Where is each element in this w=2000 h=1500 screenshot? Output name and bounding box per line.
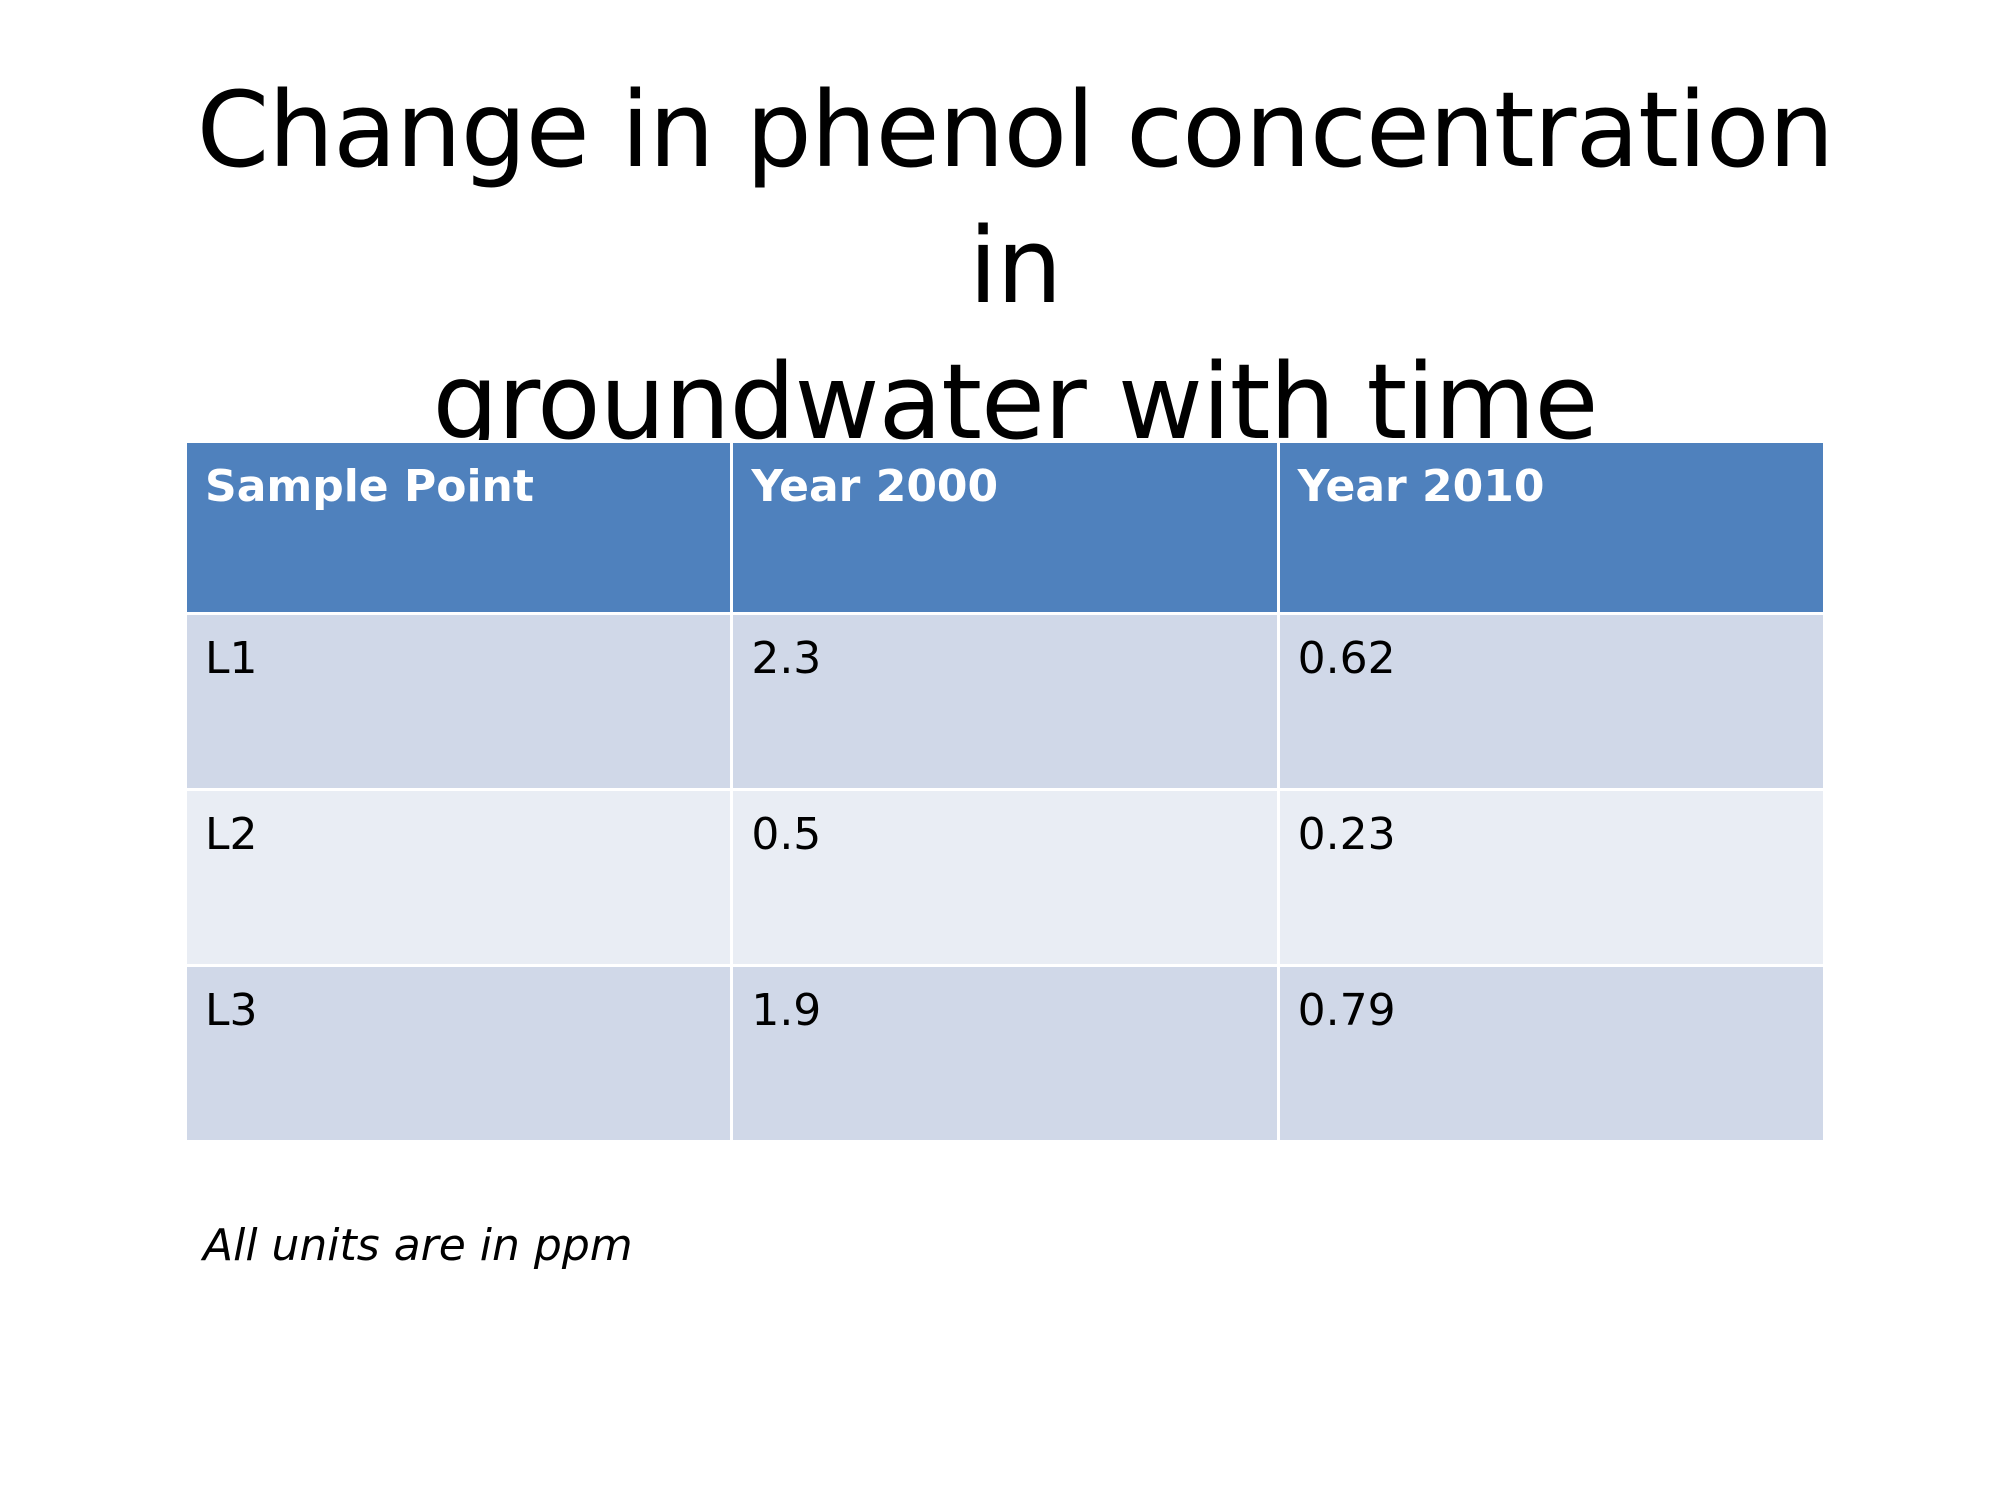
header-sample-point: Sample Point xyxy=(183,440,734,615)
title-line-1: Change in phenol concentration in xyxy=(196,69,1835,327)
cell-sample-point: L1 xyxy=(183,612,734,791)
table-row: L3 1.9 0.79 xyxy=(183,964,1827,1143)
slide-title: Change in phenol concentration in ground… xyxy=(150,62,1880,470)
table-header-row: Sample Point Year 2000 Year 2010 xyxy=(183,440,1827,615)
header-year-2010: Year 2010 xyxy=(1276,440,1827,615)
cell-sample-point: L3 xyxy=(183,964,734,1143)
phenol-concentration-table: Sample Point Year 2000 Year 2010 L1 2.3 … xyxy=(183,440,1827,1143)
cell-year-2010: 0.79 xyxy=(1276,964,1827,1143)
cell-year-2010: 0.62 xyxy=(1276,612,1827,791)
table-row: L1 2.3 0.62 xyxy=(183,612,1827,791)
header-year-2000: Year 2000 xyxy=(730,440,1280,615)
cell-year-2000: 2.3 xyxy=(730,612,1280,791)
cell-year-2000: 1.9 xyxy=(730,964,1280,1143)
cell-year-2010: 0.23 xyxy=(1276,788,1827,967)
table-row: L2 0.5 0.23 xyxy=(183,788,1827,967)
cell-sample-point: L2 xyxy=(183,788,734,967)
cell-year-2000: 0.5 xyxy=(730,788,1280,967)
units-footnote: All units are in ppm xyxy=(203,1220,633,1271)
